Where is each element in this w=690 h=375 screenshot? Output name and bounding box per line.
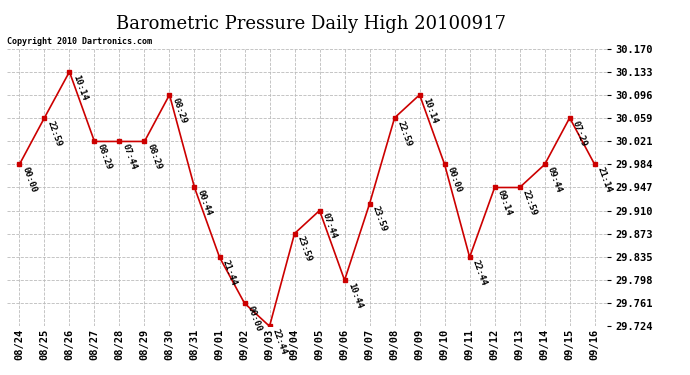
Text: 10:44: 10:44	[346, 282, 364, 310]
Text: 09:44: 09:44	[546, 166, 564, 194]
Text: 23:59: 23:59	[371, 205, 388, 233]
Text: 22:59: 22:59	[396, 119, 413, 147]
Text: 08:29: 08:29	[146, 143, 164, 171]
Text: 22:44: 22:44	[471, 259, 489, 287]
Text: Copyright 2010 Dartronics.com: Copyright 2010 Dartronics.com	[7, 37, 152, 46]
Text: 22:44: 22:44	[271, 328, 288, 356]
Text: 00:00: 00:00	[21, 166, 39, 194]
Text: 08:29: 08:29	[96, 143, 113, 171]
Text: 23:59: 23:59	[296, 235, 313, 263]
Text: 09:14: 09:14	[496, 189, 513, 217]
Text: 10:14: 10:14	[421, 96, 439, 124]
Text: 07:44: 07:44	[121, 143, 139, 171]
Text: 22:59: 22:59	[521, 189, 539, 217]
Text: 07:44: 07:44	[321, 212, 339, 240]
Text: 07:29: 07:29	[571, 119, 589, 147]
Text: 21:14: 21:14	[596, 166, 613, 194]
Text: 10:14: 10:14	[71, 73, 88, 102]
Text: 22:59: 22:59	[46, 119, 63, 147]
Text: 00:00: 00:00	[446, 166, 464, 194]
Text: 00:44: 00:44	[196, 189, 213, 217]
Text: 08:29: 08:29	[171, 96, 188, 124]
Text: 21:44: 21:44	[221, 259, 239, 287]
Text: Barometric Pressure Daily High 20100917: Barometric Pressure Daily High 20100917	[115, 15, 506, 33]
Text: 00:00: 00:00	[246, 304, 264, 333]
